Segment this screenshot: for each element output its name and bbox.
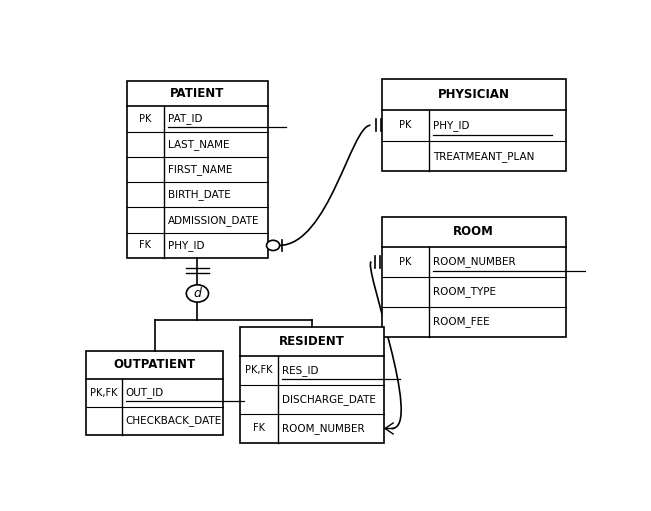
Text: RESIDENT: RESIDENT: [279, 335, 345, 348]
Text: ADMISSION_DATE: ADMISSION_DATE: [167, 215, 259, 225]
Text: ROOM_NUMBER: ROOM_NUMBER: [434, 257, 516, 267]
Text: FIRST_NAME: FIRST_NAME: [167, 164, 232, 175]
Text: CHECKBACK_DATE: CHECKBACK_DATE: [126, 415, 222, 427]
Text: DISCHARGE_DATE: DISCHARGE_DATE: [282, 394, 376, 405]
Text: OUT_ID: OUT_ID: [126, 387, 164, 398]
Text: PK: PK: [399, 120, 411, 130]
Bar: [240, 327, 384, 443]
Text: TREATMEANT_PLAN: TREATMEANT_PLAN: [434, 151, 535, 161]
Text: PATIENT: PATIENT: [170, 87, 225, 100]
Text: PHY_ID: PHY_ID: [167, 240, 204, 251]
Text: d: d: [193, 287, 201, 300]
Text: BIRTH_DATE: BIRTH_DATE: [167, 190, 230, 200]
Bar: [381, 79, 566, 172]
Text: PK: PK: [139, 114, 151, 124]
Text: ROOM: ROOM: [453, 225, 494, 238]
Text: PK,FK: PK,FK: [90, 388, 118, 398]
Text: PK: PK: [399, 257, 411, 267]
Text: FK: FK: [253, 424, 265, 433]
Text: LAST_NAME: LAST_NAME: [167, 139, 229, 150]
Text: PAT_ID: PAT_ID: [167, 113, 202, 124]
Text: ROOM_FEE: ROOM_FEE: [434, 316, 490, 327]
Text: ROOM_TYPE: ROOM_TYPE: [434, 286, 497, 297]
Bar: [87, 351, 223, 435]
Text: FK: FK: [139, 240, 151, 250]
Circle shape: [186, 285, 208, 302]
Text: PHYSICIAN: PHYSICIAN: [437, 88, 510, 101]
Bar: [381, 217, 566, 337]
Circle shape: [266, 240, 280, 250]
Text: PHY_ID: PHY_ID: [434, 120, 470, 131]
Bar: [127, 81, 268, 258]
Text: PK,FK: PK,FK: [245, 365, 273, 376]
Text: OUTPATIENT: OUTPATIENT: [113, 358, 195, 371]
Text: RES_ID: RES_ID: [282, 365, 318, 376]
Text: ROOM_NUMBER: ROOM_NUMBER: [282, 423, 365, 434]
